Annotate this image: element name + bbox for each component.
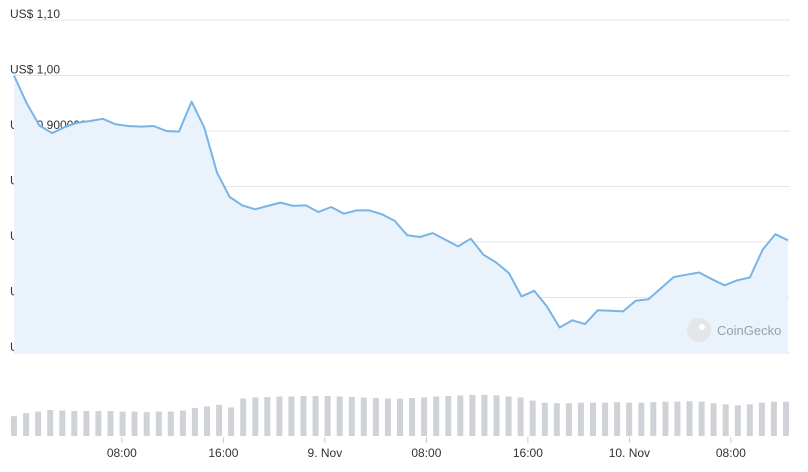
gecko-eye-icon bbox=[699, 324, 705, 330]
volume-bar bbox=[758, 402, 765, 436]
volume-bar bbox=[783, 401, 789, 436]
volume-bar bbox=[288, 396, 295, 436]
volume-bar bbox=[457, 395, 464, 436]
volume-bar bbox=[481, 394, 488, 436]
watermark-text: CoinGecko bbox=[717, 323, 781, 338]
volume-bar bbox=[252, 397, 259, 436]
volume-bar bbox=[300, 396, 307, 436]
volume-bar bbox=[770, 401, 777, 436]
volume-bar bbox=[276, 396, 283, 436]
volume-bar bbox=[348, 397, 355, 436]
volume-bar bbox=[336, 396, 343, 436]
price-series-line bbox=[13, 75, 789, 329]
volume-bar bbox=[155, 411, 162, 436]
coingecko-watermark: CoinGecko bbox=[687, 318, 781, 342]
y-tick-label: US$ 1,00 bbox=[10, 63, 60, 77]
volume-bar bbox=[83, 411, 90, 436]
volume-bar bbox=[529, 400, 536, 436]
volume-bar bbox=[614, 402, 621, 436]
volume-bar bbox=[119, 411, 126, 436]
volume-bar bbox=[143, 412, 150, 436]
volume-bar bbox=[650, 402, 657, 436]
volume-bar bbox=[626, 402, 633, 436]
x-tick-label: 10. Nov bbox=[609, 446, 650, 460]
volume-bar bbox=[312, 396, 319, 436]
x-tick-label: 08:00 bbox=[411, 446, 441, 460]
volume-bar bbox=[577, 402, 584, 436]
volume-bar bbox=[71, 411, 78, 436]
volume-bar bbox=[421, 397, 428, 436]
volume-bar bbox=[553, 403, 560, 436]
volume-bar bbox=[191, 407, 198, 436]
volume-bar bbox=[59, 410, 66, 436]
volume-bar bbox=[722, 404, 729, 436]
volume-bar bbox=[131, 411, 138, 436]
volume-bar bbox=[746, 404, 753, 436]
volume-bar bbox=[517, 397, 524, 436]
volume-bar bbox=[409, 398, 416, 436]
gecko-logo-icon bbox=[687, 318, 711, 342]
volume-bar bbox=[445, 396, 452, 436]
volume-bar bbox=[734, 405, 741, 436]
volume-bar bbox=[324, 396, 331, 436]
volume-bar bbox=[107, 411, 114, 436]
volume-bar bbox=[662, 401, 669, 436]
volume-bar bbox=[469, 394, 476, 436]
volume-bar bbox=[674, 401, 681, 436]
volume-bar bbox=[384, 398, 391, 436]
volume-bar bbox=[602, 402, 609, 436]
volume-bar bbox=[505, 396, 512, 436]
volume-bar bbox=[686, 401, 693, 436]
volume-bar bbox=[590, 402, 596, 436]
x-tick-label: 16:00 bbox=[208, 446, 238, 460]
volume-bar bbox=[167, 411, 174, 436]
volume-bar bbox=[565, 403, 572, 436]
volume-bar bbox=[698, 401, 705, 436]
volume-bar bbox=[372, 398, 379, 436]
volume-bar bbox=[541, 402, 548, 436]
volume-bar bbox=[95, 411, 102, 436]
price-area-fill bbox=[14, 75, 788, 353]
volume-bar bbox=[360, 397, 367, 436]
volume-bar bbox=[47, 410, 54, 436]
volume-bar bbox=[493, 395, 500, 436]
volume-bars bbox=[11, 394, 789, 436]
x-tick-label: 16:00 bbox=[513, 446, 543, 460]
x-tick-label: 08:00 bbox=[107, 446, 137, 460]
volume-bar bbox=[264, 397, 271, 436]
volume-bar bbox=[710, 403, 717, 436]
x-tick-label: 9. Nov bbox=[308, 446, 343, 460]
volume-bar bbox=[216, 404, 223, 436]
x-tick-label: 08:00 bbox=[716, 446, 746, 460]
volume-bar bbox=[240, 398, 247, 436]
volume-bar bbox=[23, 413, 30, 436]
volume-bar bbox=[11, 416, 17, 436]
volume-bar bbox=[638, 402, 645, 436]
volume-bar bbox=[397, 398, 403, 436]
volume-bar bbox=[228, 407, 235, 436]
volume-bar bbox=[204, 406, 210, 436]
volume-bar bbox=[179, 410, 186, 436]
y-tick-label: US$ 1,10 bbox=[10, 7, 60, 21]
volume-bar bbox=[433, 396, 440, 436]
volume-bar bbox=[35, 411, 42, 436]
x-axis-labels: 08:00 16:00 9. Nov 08:00 16:00 10. Nov 08:00 bbox=[107, 437, 746, 460]
